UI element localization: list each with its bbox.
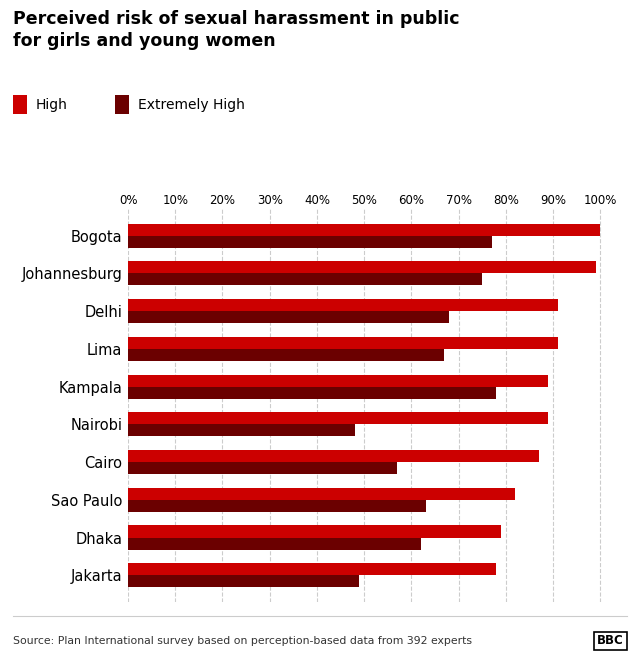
Bar <box>128 462 397 474</box>
Bar <box>128 424 355 436</box>
Text: Source: Plan International survey based on perception-based data from 392 expert: Source: Plan International survey based … <box>13 636 472 646</box>
Bar <box>128 500 426 512</box>
Bar <box>128 235 492 248</box>
Text: High: High <box>35 97 67 112</box>
Bar <box>128 299 557 311</box>
Bar <box>128 375 548 387</box>
Bar <box>128 273 482 286</box>
Bar <box>128 488 515 500</box>
Text: Extremely High: Extremely High <box>138 97 244 112</box>
Text: Perceived risk of sexual harassment in public
for girls and young women: Perceived risk of sexual harassment in p… <box>13 10 460 50</box>
Bar <box>128 576 360 587</box>
Bar <box>128 262 595 273</box>
Bar <box>128 387 497 399</box>
Bar <box>128 311 449 323</box>
Bar <box>128 412 548 424</box>
Bar <box>128 525 501 538</box>
Text: BBC: BBC <box>597 634 624 647</box>
Bar <box>128 337 557 349</box>
Bar <box>128 224 600 235</box>
Bar <box>128 450 539 462</box>
Bar <box>128 349 444 361</box>
Bar <box>128 538 420 549</box>
Bar <box>128 563 497 576</box>
